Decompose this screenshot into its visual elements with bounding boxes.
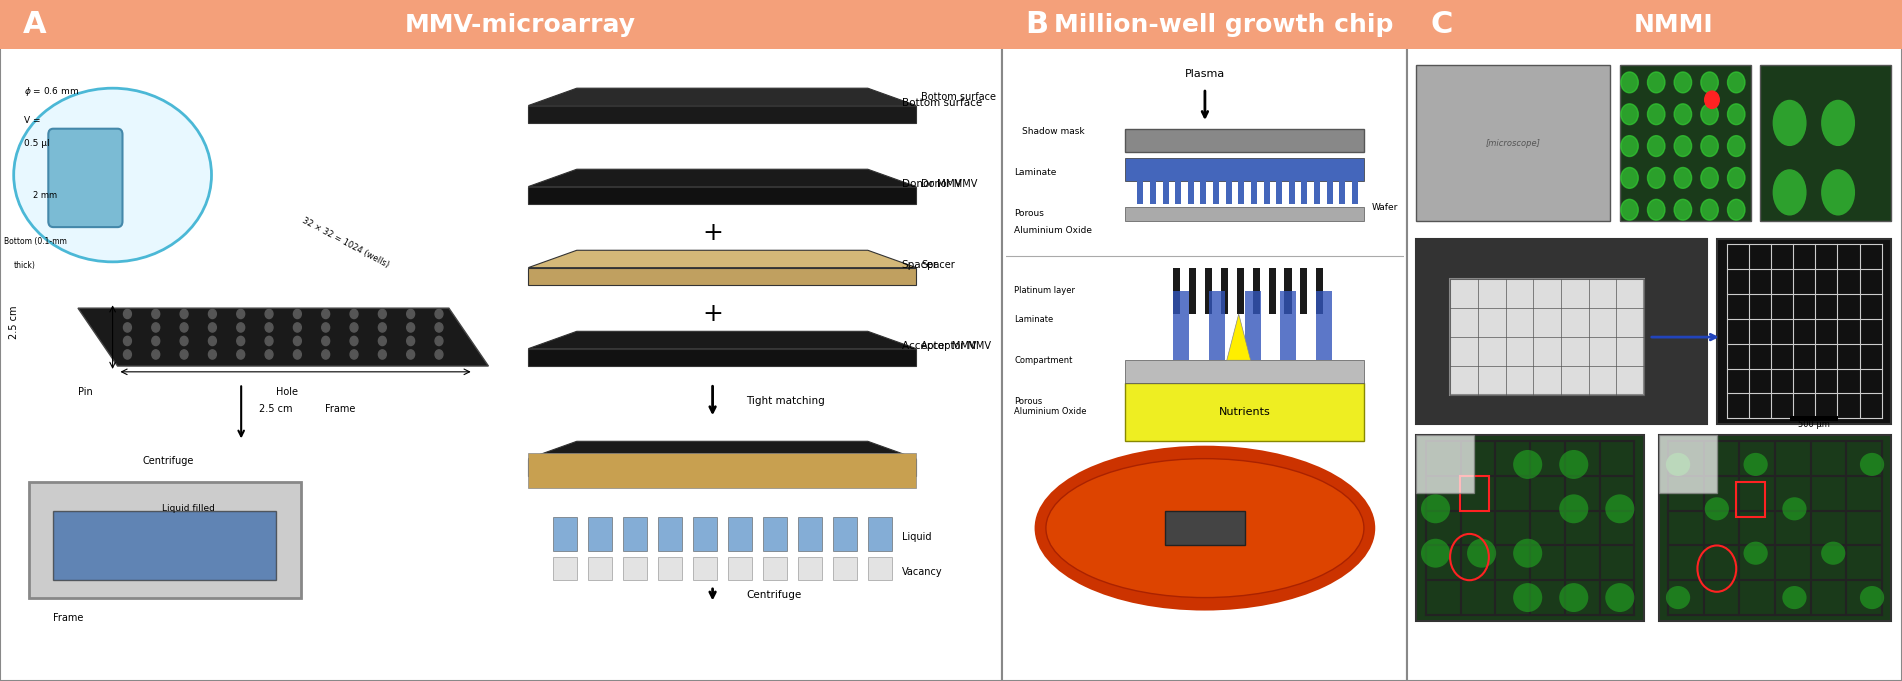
Ellipse shape [1666,453,1691,476]
Bar [1213,181,1219,204]
Bar [1737,482,1765,516]
Ellipse shape [1421,539,1449,568]
Circle shape [1700,72,1718,93]
Polygon shape [529,349,917,366]
Ellipse shape [1514,450,1543,479]
Circle shape [236,350,245,359]
Ellipse shape [1514,583,1543,612]
Polygon shape [529,89,917,106]
Circle shape [378,336,386,345]
Text: 2 mm: 2 mm [34,191,57,200]
Text: [microscope]: [microscope] [1485,139,1541,148]
Bar [1174,268,1181,314]
Text: Wafer: Wafer [1371,203,1398,212]
Bar [1269,268,1276,314]
Bar [1407,0,1902,49]
Bar [1126,129,1364,152]
Circle shape [152,323,160,332]
Bar [1316,268,1324,314]
Bar [1459,476,1489,511]
Ellipse shape [1820,541,1845,565]
Bar [53,511,276,580]
Bar [658,516,683,552]
Text: Laminate: Laminate [1014,315,1054,324]
Ellipse shape [1860,586,1885,609]
Text: Frame: Frame [53,613,84,622]
Circle shape [350,336,358,345]
Ellipse shape [1514,539,1543,568]
Circle shape [124,323,131,332]
Bar [1790,416,1837,421]
Circle shape [181,350,188,359]
Bar [1126,360,1364,383]
Text: Hole: Hole [276,387,299,397]
Text: Centrifuge: Centrifuge [746,590,803,600]
Circle shape [293,350,301,359]
Text: 2.5 cm: 2.5 cm [10,306,19,339]
Bar [588,516,612,552]
Ellipse shape [1744,453,1767,476]
Bar [692,557,717,580]
Circle shape [1674,104,1691,125]
Bar [1162,181,1168,204]
Text: Liquid: Liquid [902,532,932,542]
Polygon shape [529,332,917,349]
Bar [1659,436,1891,621]
Polygon shape [529,170,917,187]
Text: Liquid filled: Liquid filled [162,504,215,513]
Ellipse shape [1744,541,1767,565]
Polygon shape [529,453,917,488]
Circle shape [1674,136,1691,157]
Polygon shape [529,268,917,285]
Bar [1244,291,1261,360]
Bar [1718,239,1891,424]
Bar [1263,181,1269,204]
Circle shape [1621,72,1638,93]
Ellipse shape [1605,494,1634,523]
Circle shape [264,309,274,319]
Circle shape [1700,104,1718,125]
Circle shape [1700,136,1718,157]
Bar [1449,279,1643,395]
Circle shape [124,309,131,319]
Bar [1417,436,1643,621]
Text: B: B [1025,10,1048,39]
Bar [728,516,751,552]
Polygon shape [78,308,489,366]
Text: 2.5 cm: 2.5 cm [259,405,293,414]
Bar [1137,181,1143,204]
Bar [1761,65,1891,221]
Bar [797,516,822,552]
Text: +: + [702,302,723,326]
Circle shape [436,309,443,319]
Text: Centrifuge: Centrifuge [143,456,194,466]
Bar [1210,291,1225,360]
Circle shape [350,323,358,332]
Circle shape [209,309,217,319]
Ellipse shape [1560,450,1588,479]
Circle shape [1704,91,1719,108]
Circle shape [152,350,160,359]
Bar [0,0,1002,681]
Circle shape [1647,104,1664,125]
Circle shape [407,336,415,345]
Circle shape [1727,72,1744,93]
Circle shape [124,336,131,345]
Ellipse shape [1466,539,1497,568]
Circle shape [181,323,188,332]
Text: Donor MMV: Donor MMV [902,178,962,189]
Text: 32 × 32 = 1024 (wells): 32 × 32 = 1024 (wells) [301,216,390,270]
Circle shape [436,323,443,332]
Circle shape [1647,136,1664,157]
Circle shape [1727,104,1744,125]
Bar [1126,383,1364,441]
Bar [1621,65,1750,221]
Circle shape [378,323,386,332]
Circle shape [264,323,274,332]
Circle shape [264,336,274,345]
Circle shape [378,350,386,359]
Circle shape [321,350,329,359]
Bar [1328,181,1333,204]
Text: C: C [1430,10,1453,39]
